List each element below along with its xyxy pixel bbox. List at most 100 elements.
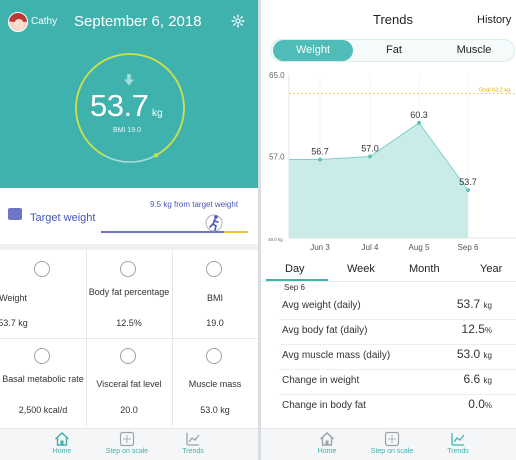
basal-metabolic-rate-tile[interactable]: Basal metabolic rate 2,500 kcal/d [0,338,86,426]
stat-label: Avg weight (daily) [282,300,361,311]
tile-label: Muscle mass [188,379,242,389]
tile-label: Weight [0,293,27,303]
nav-home[interactable]: Home [292,431,362,455]
visceral-fat-tile[interactable]: Visceral fat level 20.0 [86,338,172,426]
data-label: 57.0 [361,144,379,154]
tile-value: 2,500 kcal/d [18,405,68,415]
tab-year[interactable]: Year [480,263,503,275]
x-tick-label: Aug 5 [409,243,430,252]
tile-label: Visceral fat level [96,379,162,389]
x-tick-label: Jul 4 [362,243,379,252]
target-progress-goal-segment [224,231,248,233]
nav-step-on-scale[interactable]: Step on scale [92,431,162,455]
segment-muscle[interactable]: Muscle [456,44,492,56]
arrow-down-icon [124,74,134,86]
user-name[interactable]: Cathy [31,16,58,27]
scale-icon [34,261,50,277]
data-point[interactable] [368,154,372,159]
tab-day[interactable]: Day [285,263,305,275]
nav-trends-label: Trends [182,448,204,455]
nav-home-label: Home [317,448,337,455]
stat-value: 53.0 kg [456,347,492,361]
stat-row: Avg weight (daily) 53.7 kg [261,294,516,320]
data-point[interactable] [466,188,470,193]
step-on-scale-icon [384,431,400,447]
data-point[interactable] [318,157,322,162]
nav-trends-label: Trends [447,448,469,455]
bmi-icon [206,261,222,277]
bmi-readout: BMI 19.0 [113,127,142,134]
weight-tile[interactable]: Weight 53.7 kg [0,250,86,338]
tab-week[interactable]: Week [347,263,375,275]
avatar[interactable] [8,12,28,32]
current-weight-value: 53.7 [90,88,149,123]
weight-area [289,122,468,238]
stat-label: Avg muscle mass (daily) [282,350,391,361]
nav-step-on-scale[interactable]: Step on scale [357,431,427,455]
data-label: 60.3 [410,110,428,120]
home-icon [320,432,334,446]
weight-summary-panel: Cathy September 6, 2018 53.7 kg BMI 19.0 [0,0,258,188]
nav-step-on-scale-label: Step on scale [105,448,149,455]
stat-label: Change in weight [282,375,360,386]
x-tick-label: Sep 6 [458,243,479,252]
selected-day: Sep 6 [284,283,305,292]
measurement-date: September 6, 2018 [74,13,202,30]
screen-divider [258,0,261,460]
bmi-tile[interactable]: BMI 19.0 [172,250,258,338]
target-weight-remaining: 9.5 kg from target weight [150,200,239,209]
history-button[interactable]: History [477,14,512,26]
metric-segmented-control: Weight Fat Muscle [270,39,515,62]
target-weight-label[interactable]: Target weight [30,212,96,224]
segment-fat[interactable]: Fat [386,44,402,56]
goal-progress-ring [75,53,185,163]
stat-row: Change in weight 6.6 kg [261,369,516,395]
trends-screen: Trends History Weight Fat Muscle Goal 63… [261,0,516,460]
data-label: 53.7 [459,177,477,187]
nav-trends[interactable]: Trends [158,431,228,455]
nav-home[interactable]: Home [27,431,97,455]
home-icon [55,432,69,446]
metabolic-rate-icon [34,348,50,364]
step-on-scale-icon [119,431,135,447]
tile-value: 20.0 [120,405,138,415]
active-tab-indicator [266,279,328,281]
stat-value: 12.5% [461,322,492,336]
goal-label: Goal 63.2 kg [479,87,510,93]
home-screen: Cathy September 6, 2018 53.7 kg BMI 19.0… [0,0,258,460]
bottom-nav: Home Step on scale Trends [261,428,516,460]
tab-month[interactable]: Month [409,263,440,275]
runner-icon [205,214,223,232]
data-point[interactable] [417,120,421,125]
trends-icon [451,433,465,446]
weight-trend-chart[interactable]: Goal 63.2 kg 56.7 57.0 60.3 53.7 65.0 57.0 49… [261,66,516,256]
tile-label: Body fat percentage [88,287,170,297]
nav-home-label: Home [52,448,72,455]
muscle-mass-icon [206,348,222,364]
body-fat-icon [120,261,136,277]
nav-trends[interactable]: Trends [423,431,493,455]
gear-icon[interactable] [231,14,245,28]
trends-icon [186,433,200,446]
nav-step-on-scale-label: Step on scale [370,448,414,455]
muscle-mass-tile[interactable]: Muscle mass 53.0 kg [172,338,258,426]
stat-label: Avg body fat (daily) [282,325,368,336]
y-tick-label: 49.0 kg [268,237,283,242]
bottom-nav: Home Step on scale Trends [0,428,258,460]
tile-value: 12.5% [116,318,142,328]
stat-row: Avg body fat (daily) 12.5% [261,319,516,345]
y-tick-label: 65.0 [269,71,285,80]
page-title: Trends [373,12,413,27]
x-tick-label: Jun 3 [310,243,330,252]
tabs-baseline [261,281,516,282]
period-tabs: Day Week Month Year [261,260,516,282]
stat-label: Change in body fat [282,400,366,411]
target-weight-icon [8,208,22,220]
tile-value: 53.0 kg [200,405,230,415]
current-weight-unit: kg [152,108,163,119]
segment-weight[interactable]: Weight [273,40,353,61]
tile-value: 19.0 [206,318,224,328]
section-separator [0,244,258,250]
body-fat-tile[interactable]: Body fat percentage 12.5% [86,250,172,338]
